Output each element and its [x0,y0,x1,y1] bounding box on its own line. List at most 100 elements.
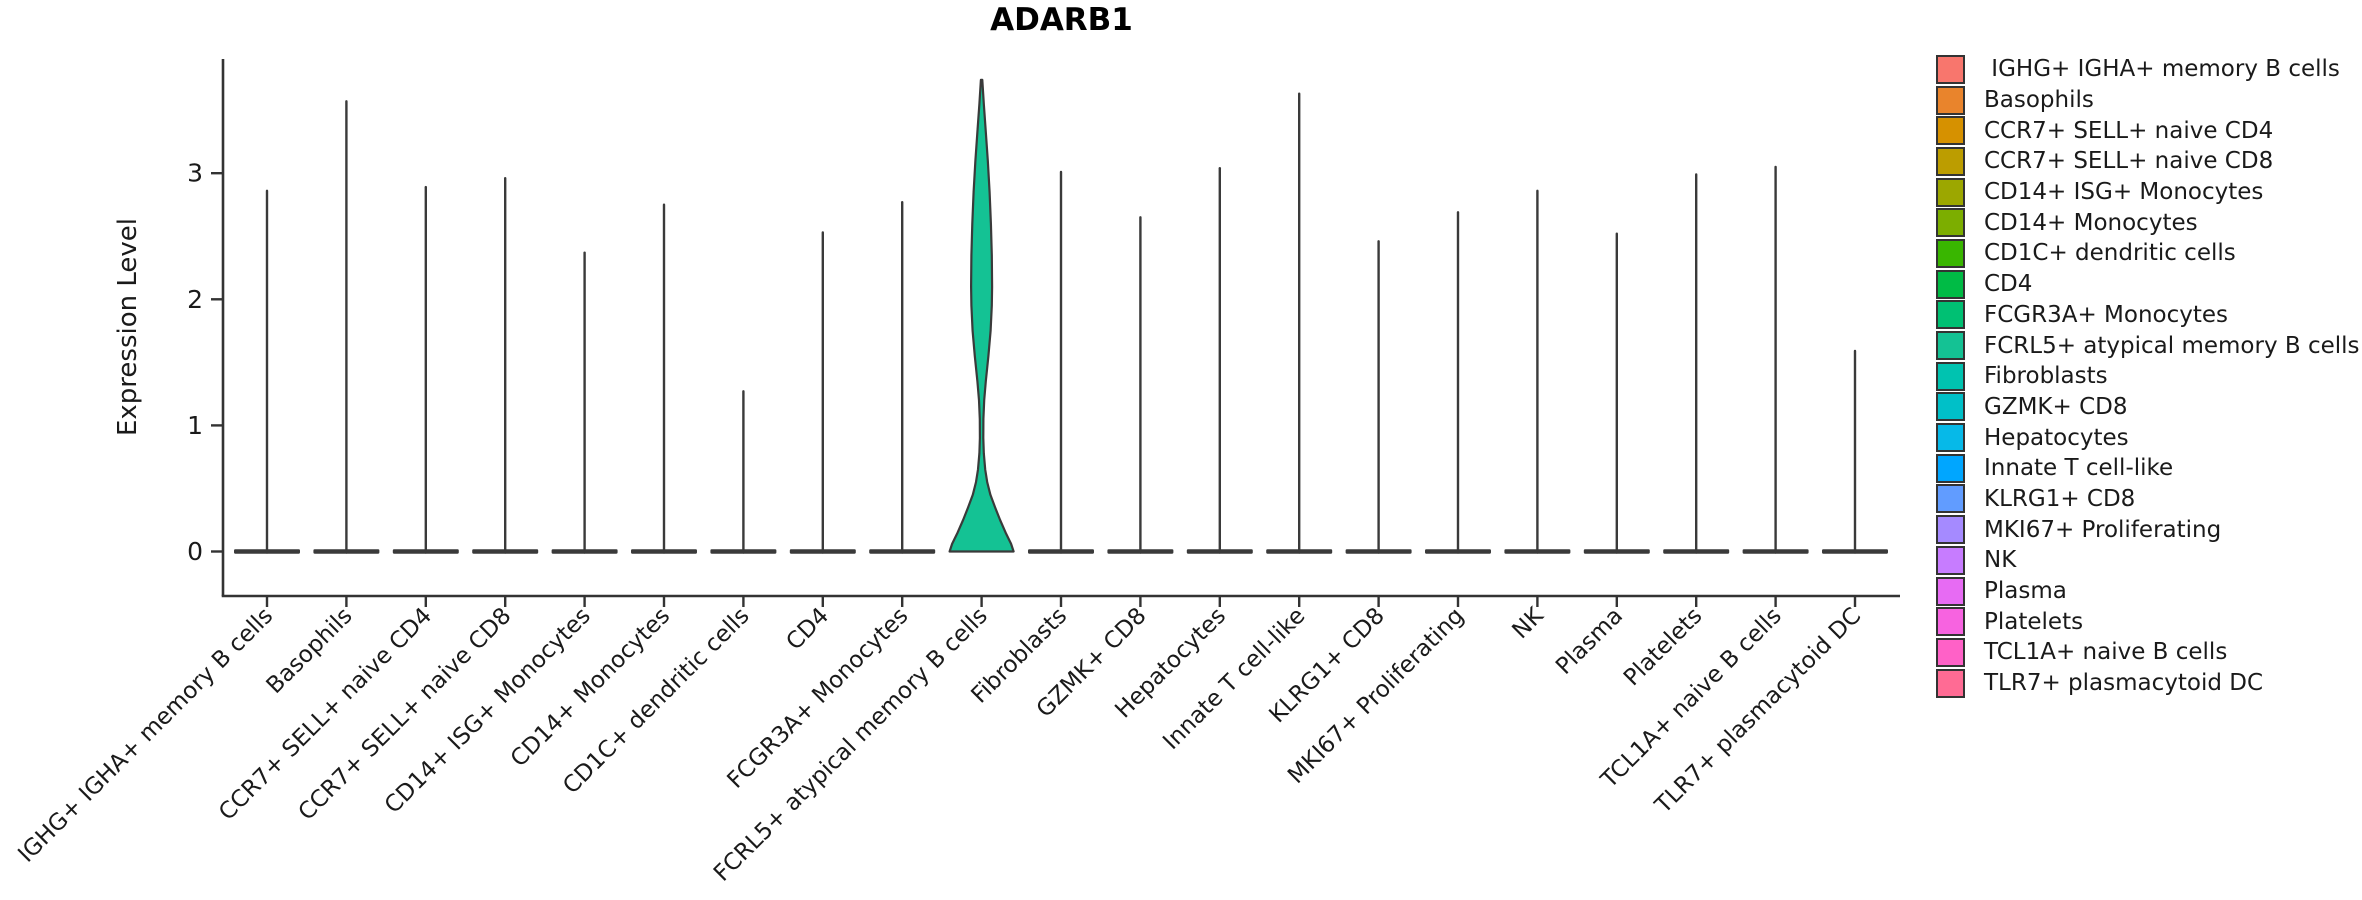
legend-item-label: CD1C+ dendritic cells [1984,240,2236,267]
legend-color-swatch [1936,576,1965,606]
violin-base [1186,549,1253,554]
legend-color-swatch [1936,361,1965,391]
violin-base [1504,549,1571,554]
legend-item: CD14+ ISG+ Monocytes [1936,177,2360,208]
legend-item-label: MKI67+ Proliferating [1984,516,2222,543]
violin-base [313,549,380,554]
y-tick-label: 2 [187,285,203,314]
legend-item: Platelets [1936,606,2360,637]
legend-item-label: CCR7+ SELL+ naive CD4 [1984,117,2274,144]
legend-color-swatch [1936,331,1965,361]
legend-color-swatch [1936,392,1965,422]
violin-base [631,549,697,554]
legend-item: CD1C+ dendritic cells [1936,238,2360,269]
violin-base [234,549,300,554]
legend-color-swatch [1936,300,1965,330]
legend-color-swatch [1936,668,1965,698]
legend-item: Hepatocytes [1936,422,2360,453]
violin-base [1345,549,1412,554]
legend-color-swatch [1936,545,1965,575]
legend-item-label: GZMK+ CD8 [1984,393,2128,420]
legend-color-swatch [1936,453,1965,483]
legend-item: TLR7+ plasmacytoid DC [1936,668,2360,699]
legend-color-swatch [1936,484,1965,514]
violin-base [472,549,539,554]
legend-item-label: CCR7+ SELL+ naive CD8 [1984,148,2274,175]
violin-base [1583,549,1650,554]
legend-item: Basophils [1936,85,2360,116]
legend-item-label: KLRG1+ CD8 [1984,485,2136,512]
legend-item: FCGR3A+ Monocytes [1936,300,2360,331]
legend-item-label: CD4 [1984,271,2033,298]
x-category-label: IGHG+ IGHA+ memory B cells [13,603,278,868]
legend-color-swatch [1936,116,1965,146]
violin-base [1663,549,1730,554]
violin-base [551,549,618,554]
legend-item-label: Fibroblasts [1984,363,2108,390]
violin-base [1107,549,1174,554]
legend-item: KLRG1+ CD8 [1936,484,2360,515]
plot-title: ADARB1 [990,2,1133,38]
legend-item: TCL1A+ naive B cells [1936,637,2360,668]
violin-base [1822,549,1888,554]
y-tick-label: 1 [187,411,203,440]
legend-color-swatch [1936,637,1965,667]
legend-item: Plasma [1936,576,2360,607]
legend-color-swatch [1936,607,1965,637]
x-category-label: CD14+ Monocytes [506,603,675,772]
legend-item-label: IGHG+ IGHA+ memory B cells [1984,56,2340,83]
legend-color-swatch [1936,208,1965,238]
legend-color-swatch [1936,269,1965,299]
legend-item-label: TLR7+ plasmacytoid DC [1984,670,2264,697]
x-category-label: FCRL5+ atypical memory B cells [709,603,993,887]
legend-item-label: Innate T cell-like [1984,455,2174,482]
x-category-label: CD4 [781,603,834,656]
legend-item-label: Basophils [1984,87,2094,114]
legend-color-swatch [1936,146,1965,176]
legend-item: IGHG+ IGHA+ memory B cells [1936,54,2360,85]
legend-item: GZMK+ CD8 [1936,392,2360,423]
violin-base [710,549,777,554]
violin-base [392,549,459,554]
violin-base [789,549,856,554]
legend-item: NK [1936,545,2360,576]
legend-item: MKI67+ Proliferating [1936,514,2360,545]
legend-color-swatch [1936,54,1965,84]
x-category-label: Innate T cell-like [1158,603,1310,755]
violin-base [1742,549,1809,554]
legend-item-label: FCRL5+ atypical memory B cells [1984,332,2360,359]
y-tick-label: 0 [187,537,203,566]
legend-item: CD14+ Monocytes [1936,207,2360,238]
legend: IGHG+ IGHA+ memory B cells Basophils CCR7+… [1936,54,2360,698]
violin-base [869,549,936,554]
violin-base [1425,549,1491,554]
violin-shape-expressed [948,78,1015,553]
legend-item: CCR7+ SELL+ naive CD8 [1936,146,2360,177]
legend-color-swatch [1936,85,1965,115]
legend-color-swatch [1936,177,1965,207]
legend-item: Innate T cell-like [1936,453,2360,484]
legend-item-label: CD14+ ISG+ Monocytes [1984,179,2264,206]
violin-base [1028,549,1094,554]
legend-item: Fibroblasts [1936,361,2360,392]
legend-item-label: Plasma [1984,578,2067,605]
legend-item-label: Platelets [1984,608,2084,635]
legend-item-label: FCGR3A+ Monocytes [1984,301,2229,328]
x-category-label: Plasma [1551,603,1628,680]
legend-color-swatch [1936,238,1965,268]
legend-item: CD4 [1936,269,2360,300]
legend-item-label: CD14+ Monocytes [1984,209,2198,236]
legend-item-label: Hepatocytes [1984,424,2129,451]
legend-item: CCR7+ SELL+ naive CD4 [1936,115,2360,146]
legend-item-label: NK [1984,547,2017,574]
legend-color-swatch [1936,515,1965,545]
legend-item: FCRL5+ atypical memory B cells [1936,330,2360,361]
legend-color-swatch [1936,423,1965,453]
y-tick-label: 3 [187,159,203,188]
violin-base [1266,549,1333,554]
y-axis-label: Expression Level [113,217,143,437]
x-category-label: NK [1507,602,1549,644]
legend-item-label: TCL1A+ naive B cells [1984,639,2228,666]
